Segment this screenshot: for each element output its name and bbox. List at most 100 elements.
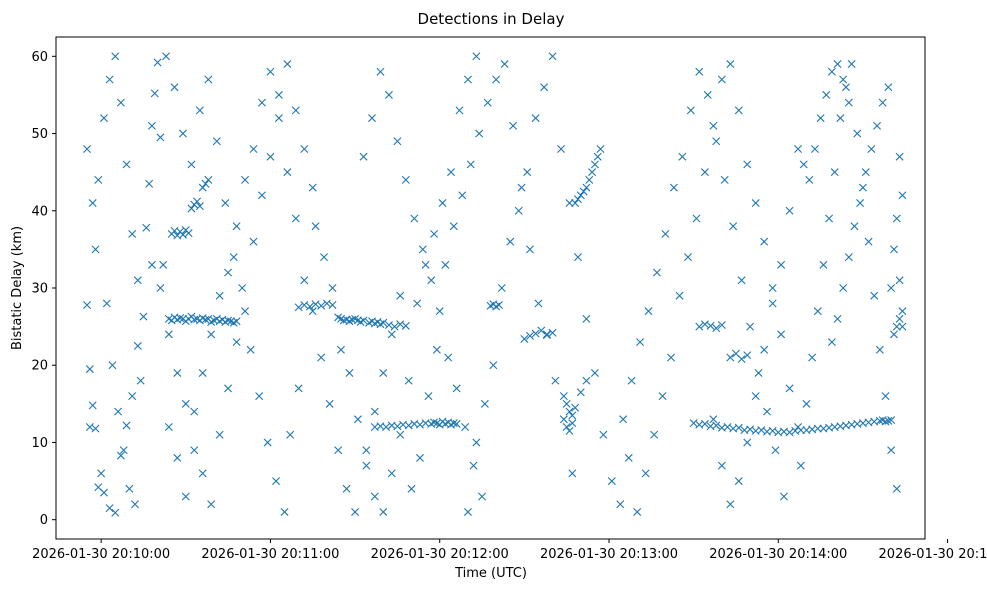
data-point xyxy=(153,58,162,67)
data-point xyxy=(102,299,111,308)
data-point xyxy=(619,415,628,424)
data-point xyxy=(266,67,275,76)
data-point xyxy=(379,318,388,327)
data-point xyxy=(291,106,300,115)
data-point xyxy=(198,469,207,478)
data-point xyxy=(858,183,867,192)
data-point xyxy=(181,399,190,408)
y-tick-label: 0 xyxy=(40,513,48,528)
data-point xyxy=(568,411,577,420)
data-point xyxy=(266,152,275,161)
data-point xyxy=(274,114,283,123)
data-point xyxy=(734,106,743,115)
x-tick-label: 2026-01-30 20:13:00 xyxy=(540,547,678,562)
data-point xyxy=(844,253,853,262)
data-point xyxy=(195,202,204,211)
data-point xyxy=(892,484,901,493)
data-point xyxy=(884,416,893,425)
data-point xyxy=(568,469,577,478)
data-point xyxy=(760,237,769,246)
data-point xyxy=(353,415,362,424)
data-point xyxy=(195,106,204,115)
data-point xyxy=(599,430,608,439)
data-point xyxy=(768,284,777,292)
data-point xyxy=(517,183,526,192)
data-point xyxy=(652,268,661,277)
data-point xyxy=(88,401,97,410)
data-point xyxy=(895,314,904,323)
data-point xyxy=(150,89,159,98)
data-point xyxy=(717,321,726,330)
data-point xyxy=(238,284,247,292)
y-tick-label: 50 xyxy=(31,127,48,142)
data-point xyxy=(401,175,410,184)
data-point xyxy=(362,446,371,455)
data-point xyxy=(99,488,108,497)
data-point xyxy=(345,368,354,377)
data-point xyxy=(565,426,574,435)
data-point xyxy=(396,291,405,300)
data-point xyxy=(184,229,193,238)
data-point xyxy=(478,492,487,501)
data-point xyxy=(320,253,329,262)
data-point xyxy=(678,152,687,161)
data-point xyxy=(212,137,221,146)
data-point xyxy=(305,302,314,311)
data-point xyxy=(760,345,769,354)
data-point xyxy=(286,430,295,439)
data-point xyxy=(83,144,92,153)
data-point xyxy=(201,179,210,188)
data-point xyxy=(743,351,752,360)
data-point xyxy=(111,508,120,517)
data-point xyxy=(452,419,461,428)
data-point xyxy=(542,331,551,340)
data-point xyxy=(853,129,862,138)
data-point xyxy=(204,75,213,84)
data-point xyxy=(627,376,636,385)
data-point xyxy=(116,98,125,107)
data-point xyxy=(396,430,405,439)
data-point xyxy=(294,384,303,393)
data-point xyxy=(201,315,210,324)
data-point xyxy=(695,67,704,76)
x-tick-label: 2026-01-30 20:11:00 xyxy=(201,547,339,562)
data-point xyxy=(590,368,599,377)
data-point xyxy=(898,322,907,331)
data-point xyxy=(839,284,848,292)
data-point xyxy=(111,52,120,61)
data-point xyxy=(559,392,568,401)
data-point xyxy=(283,60,292,69)
data-point xyxy=(204,175,213,184)
data-point xyxy=(856,199,865,208)
data-point xyxy=(884,83,893,92)
data-point xyxy=(717,461,726,470)
data-point xyxy=(311,222,320,231)
data-point xyxy=(669,183,678,192)
data-point xyxy=(131,500,139,509)
data-point xyxy=(737,355,746,364)
data-point xyxy=(404,376,413,385)
data-point xyxy=(726,500,735,509)
data-point xyxy=(667,353,676,362)
data-point xyxy=(562,423,571,432)
data-point xyxy=(229,253,238,262)
data-point xyxy=(799,160,808,169)
data-point xyxy=(85,365,94,374)
data-point xyxy=(500,60,509,69)
data-point xyxy=(401,321,410,330)
data-point xyxy=(376,67,385,76)
data-point xyxy=(317,301,326,310)
data-point xyxy=(751,199,760,208)
data-point xyxy=(562,399,571,408)
data-point xyxy=(695,322,704,331)
data-point xyxy=(864,237,873,246)
data-point xyxy=(444,353,453,362)
data-point xyxy=(585,175,594,184)
plot-background xyxy=(56,37,925,539)
data-point xyxy=(241,307,250,316)
data-point xyxy=(224,268,233,277)
data-point xyxy=(833,60,842,69)
data-point xyxy=(379,368,388,377)
data-point xyxy=(300,144,309,153)
